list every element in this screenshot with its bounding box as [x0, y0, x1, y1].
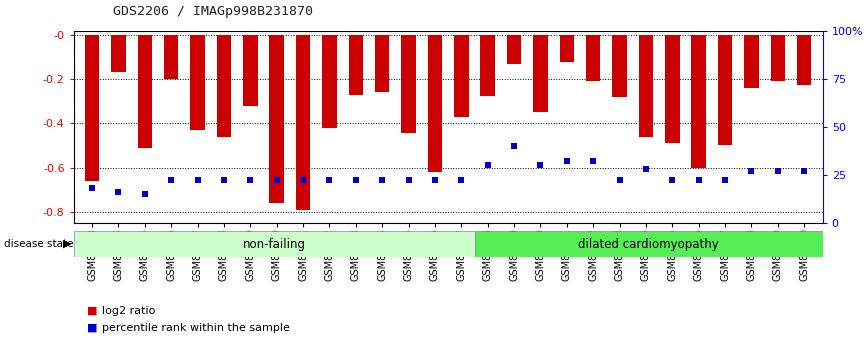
Bar	[665, 36, 680, 143]
Bar	[475, 231, 823, 257]
Bar	[349, 36, 363, 95]
Bar	[691, 36, 706, 168]
Bar	[771, 36, 785, 81]
Bar	[797, 36, 811, 85]
Bar	[191, 36, 205, 130]
Bar	[428, 36, 443, 172]
Bar	[164, 36, 178, 79]
Bar	[243, 36, 257, 106]
Bar	[559, 36, 574, 62]
Bar	[586, 36, 600, 81]
Text: non-failing: non-failing	[242, 238, 306, 250]
Bar	[322, 36, 337, 128]
Text: dilated cardiomyopathy: dilated cardiomyopathy	[578, 238, 719, 250]
Bar	[74, 231, 475, 257]
Bar	[216, 36, 231, 137]
Bar	[269, 36, 284, 203]
Text: ■: ■	[87, 306, 97, 315]
Text: log2 ratio: log2 ratio	[102, 306, 156, 315]
Bar	[138, 36, 152, 148]
Bar	[718, 36, 733, 146]
Bar	[401, 36, 416, 134]
Bar	[454, 36, 469, 117]
Text: GDS2206 / IMAGp998B231870: GDS2206 / IMAGp998B231870	[113, 5, 313, 18]
Bar	[375, 36, 390, 91]
Text: ■: ■	[87, 323, 97, 333]
Bar	[296, 36, 310, 210]
Text: ▶: ▶	[63, 239, 72, 249]
Bar	[533, 36, 547, 112]
Text: disease state: disease state	[4, 239, 74, 249]
Bar	[111, 36, 126, 72]
Bar	[639, 36, 653, 137]
Bar	[612, 36, 627, 97]
Bar	[481, 36, 495, 96]
Text: percentile rank within the sample: percentile rank within the sample	[102, 323, 290, 333]
Bar	[507, 36, 521, 64]
Bar	[85, 36, 100, 181]
Bar	[744, 36, 759, 88]
